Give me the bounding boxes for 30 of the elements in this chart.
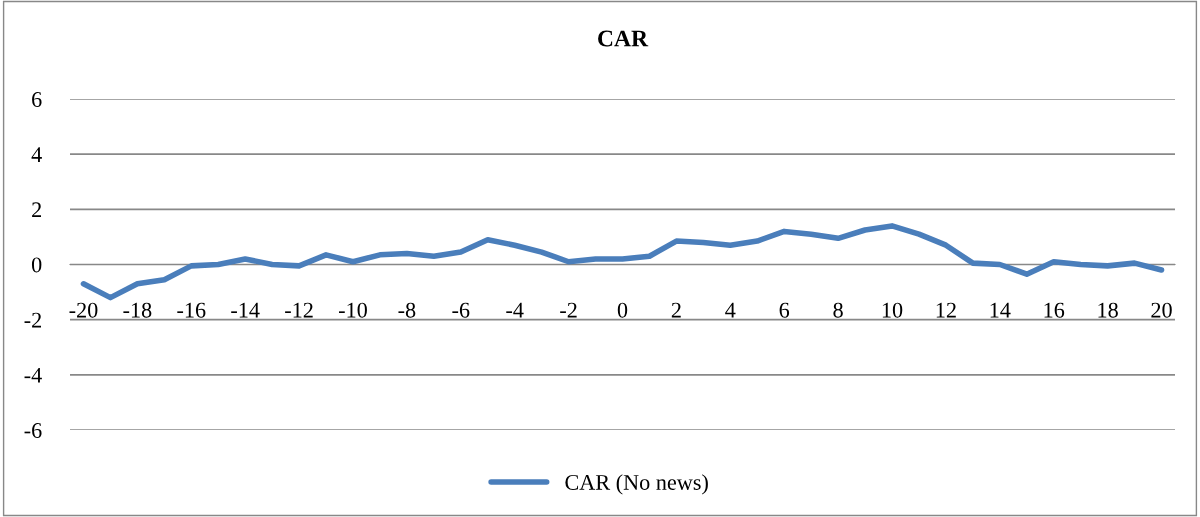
y-tick-label: 6 [32, 91, 42, 107]
x-tick-label: -2 [560, 302, 577, 318]
y-tick-label: -4 [24, 367, 42, 383]
x-tick-label: 20 [1151, 302, 1172, 318]
x-tick-label: -4 [506, 302, 524, 318]
y-tick-label: 0 [31, 257, 42, 273]
x-tick-label: 0 [617, 302, 628, 318]
legend-label: CAR (No news) [565, 474, 708, 495]
x-tick-label: 18 [1098, 302, 1118, 318]
x-tick-label: 10 [882, 302, 903, 318]
y-tick-label: 4 [31, 147, 42, 162]
x-tick-label: 14 [990, 302, 1011, 318]
x-tick-label: 12 [936, 302, 956, 318]
x-tick-label: -14 [231, 302, 260, 318]
x-tick-label: -16 [177, 302, 206, 318]
x-tick-label: -18 [123, 302, 152, 318]
y-tick-label: -6 [24, 422, 42, 438]
x-tick-label: -10 [339, 302, 367, 318]
x-tick-label: 16 [1044, 302, 1065, 318]
x-tick-label: -8 [398, 302, 416, 318]
x-tick-label: 2 [671, 302, 681, 318]
x-tick-label: 8 [833, 302, 843, 318]
y-tick-label: -2 [24, 312, 41, 328]
x-tick-label: -12 [285, 302, 313, 318]
x-tick-label: -6 [452, 302, 470, 318]
x-tick-label: -20 [69, 302, 98, 318]
y-tick-label: 2 [32, 202, 41, 218]
x-tick-label: 4 [725, 302, 736, 318]
x-tick-label: 6 [779, 302, 790, 318]
chart-title: CAR [598, 30, 649, 47]
